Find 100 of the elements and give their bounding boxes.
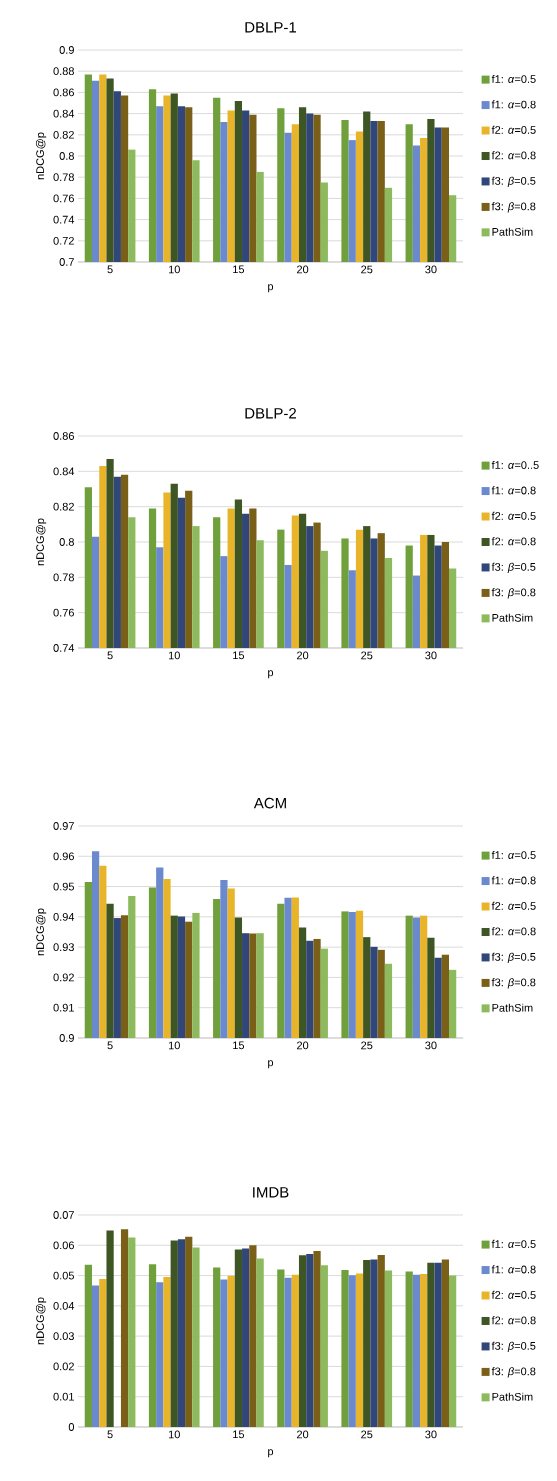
bar (99, 1278, 107, 1427)
x-axis-title: p (268, 1449, 274, 1458)
x-tick-label: 20 (297, 651, 309, 660)
x-tick-label: 10 (168, 651, 180, 660)
legend-label: PathSim (492, 1392, 533, 1401)
bar (313, 1251, 321, 1427)
x-tick-label: 30 (425, 1041, 437, 1050)
x-tick-label: 20 (297, 1430, 309, 1439)
bar (120, 1229, 129, 1427)
bar (420, 1274, 428, 1427)
legend-label: PathSim (492, 227, 533, 236)
chart-title: DBLP-1 (245, 22, 297, 33)
chart-title: ACM (253, 797, 286, 809)
y-axis-title: nDCG@p (35, 908, 47, 956)
bar (341, 1270, 349, 1427)
bar (370, 1259, 378, 1427)
y-axis-title: nDCG@p (35, 132, 47, 180)
y-tick-label: 0.74 (53, 215, 75, 224)
bar (298, 1255, 307, 1427)
bar (284, 1277, 292, 1427)
legend-label: f1: α=0..5 (491, 460, 539, 469)
bar (434, 1262, 442, 1427)
x-tick-label: 25 (361, 1430, 373, 1439)
legend-label: f1: α=0.8 (491, 100, 536, 109)
y-tick-label: 0.01 (53, 1392, 74, 1401)
bar (384, 1270, 393, 1427)
chart-title: DBLP-2 (245, 407, 296, 419)
y-tick-label: 0.84 (53, 467, 75, 476)
bar (84, 1264, 92, 1427)
x-tick-label: 5 (107, 265, 113, 274)
bar (306, 1254, 314, 1427)
legend-label: f3: β=0.5 (491, 176, 536, 187)
y-tick-label: 0.84 (53, 109, 75, 118)
legend-label: f2: α=0.5 (491, 901, 536, 910)
x-tick-label: 25 (361, 1041, 373, 1050)
x-tick-label: 10 (168, 265, 180, 274)
x-tick-label: 5 (107, 1430, 113, 1439)
bar (320, 1265, 328, 1427)
y-tick-label: 0.88 (53, 67, 74, 76)
y-axis-title: nDCG@p (35, 518, 47, 566)
y-tick-label: 0.93 (53, 943, 74, 952)
x-axis-title: p (268, 284, 274, 293)
legend-label: f1: α=0.8 (491, 1265, 536, 1274)
legend-label: f2: α=0.5 (491, 511, 536, 520)
legend-label: f1: α=0.5 (491, 74, 536, 83)
y-tick-label: 0.78 (53, 573, 74, 582)
bar (377, 1254, 385, 1427)
bar (355, 1273, 364, 1427)
y-tick-label: 0.06 (53, 1241, 74, 1250)
legend-label: f2: α=0.8 (491, 537, 536, 546)
y-tick-label: 0.86 (53, 88, 74, 97)
x-tick-label: 30 (425, 651, 437, 660)
y-tick-label: 0.78 (53, 173, 74, 182)
legend-label: f2: α=0.5 (491, 1290, 536, 1299)
bar (441, 1259, 450, 1427)
x-tick-label: 5 (107, 651, 113, 660)
x-tick-label: 20 (297, 265, 309, 274)
y-tick-label: 0.86 (53, 432, 74, 440)
bar (363, 1260, 371, 1427)
x-tick-label: 15 (233, 1430, 245, 1439)
y-tick-label: 0.03 (53, 1332, 74, 1341)
y-tick-label: 0.07 (53, 1211, 74, 1219)
bar (405, 1271, 413, 1427)
bar (91, 1285, 100, 1427)
legend-label: f3: β=0.5 (491, 1341, 536, 1352)
y-tick-label: 0.7 (59, 258, 74, 266)
x-axis-title: p (268, 1060, 274, 1069)
x-tick-label: 10 (168, 1430, 180, 1439)
y-tick-label: 0.95 (53, 882, 74, 891)
bar (128, 1237, 136, 1427)
x-tick-label: 5 (107, 1041, 113, 1050)
legend-label: f1: α=0.5 (491, 1239, 536, 1248)
legend-label: f2: α=0.8 (491, 927, 536, 936)
y-tick-label: 0.76 (53, 608, 74, 617)
bar (106, 1230, 114, 1427)
legend-label: f2: α=0.5 (491, 125, 536, 134)
legend-label: f1: α=0.8 (491, 876, 536, 885)
bar (227, 1275, 235, 1427)
bar (291, 1274, 299, 1427)
bar (213, 1267, 221, 1427)
y-tick-label: 0.91 (53, 1003, 74, 1012)
y-tick-label: 0 (68, 1423, 75, 1431)
x-tick-label: 30 (425, 1430, 437, 1439)
bar (170, 1240, 178, 1427)
bar (449, 1275, 457, 1427)
legend-label: f3: β=0.8 (491, 588, 536, 599)
y-tick-label: 0.02 (53, 1362, 74, 1371)
bar (163, 1277, 171, 1427)
legend-label: f3: β=0.8 (491, 978, 536, 989)
bar (220, 1279, 228, 1427)
legend-label: f3: β=0.8 (491, 202, 536, 213)
legend-label: f3: β=0.5 (491, 952, 536, 963)
y-tick-label: 0.9 (59, 46, 74, 54)
y-tick-label: 0.96 (53, 852, 74, 861)
bar (242, 1248, 250, 1427)
y-axis-title: nDCG@p (35, 1297, 47, 1345)
legend-label: f1: α=0.5 (491, 850, 536, 859)
y-tick-label: 0.72 (53, 236, 74, 245)
y-tick-label: 0.92 (53, 973, 74, 982)
legend-label: PathSim (492, 613, 533, 622)
